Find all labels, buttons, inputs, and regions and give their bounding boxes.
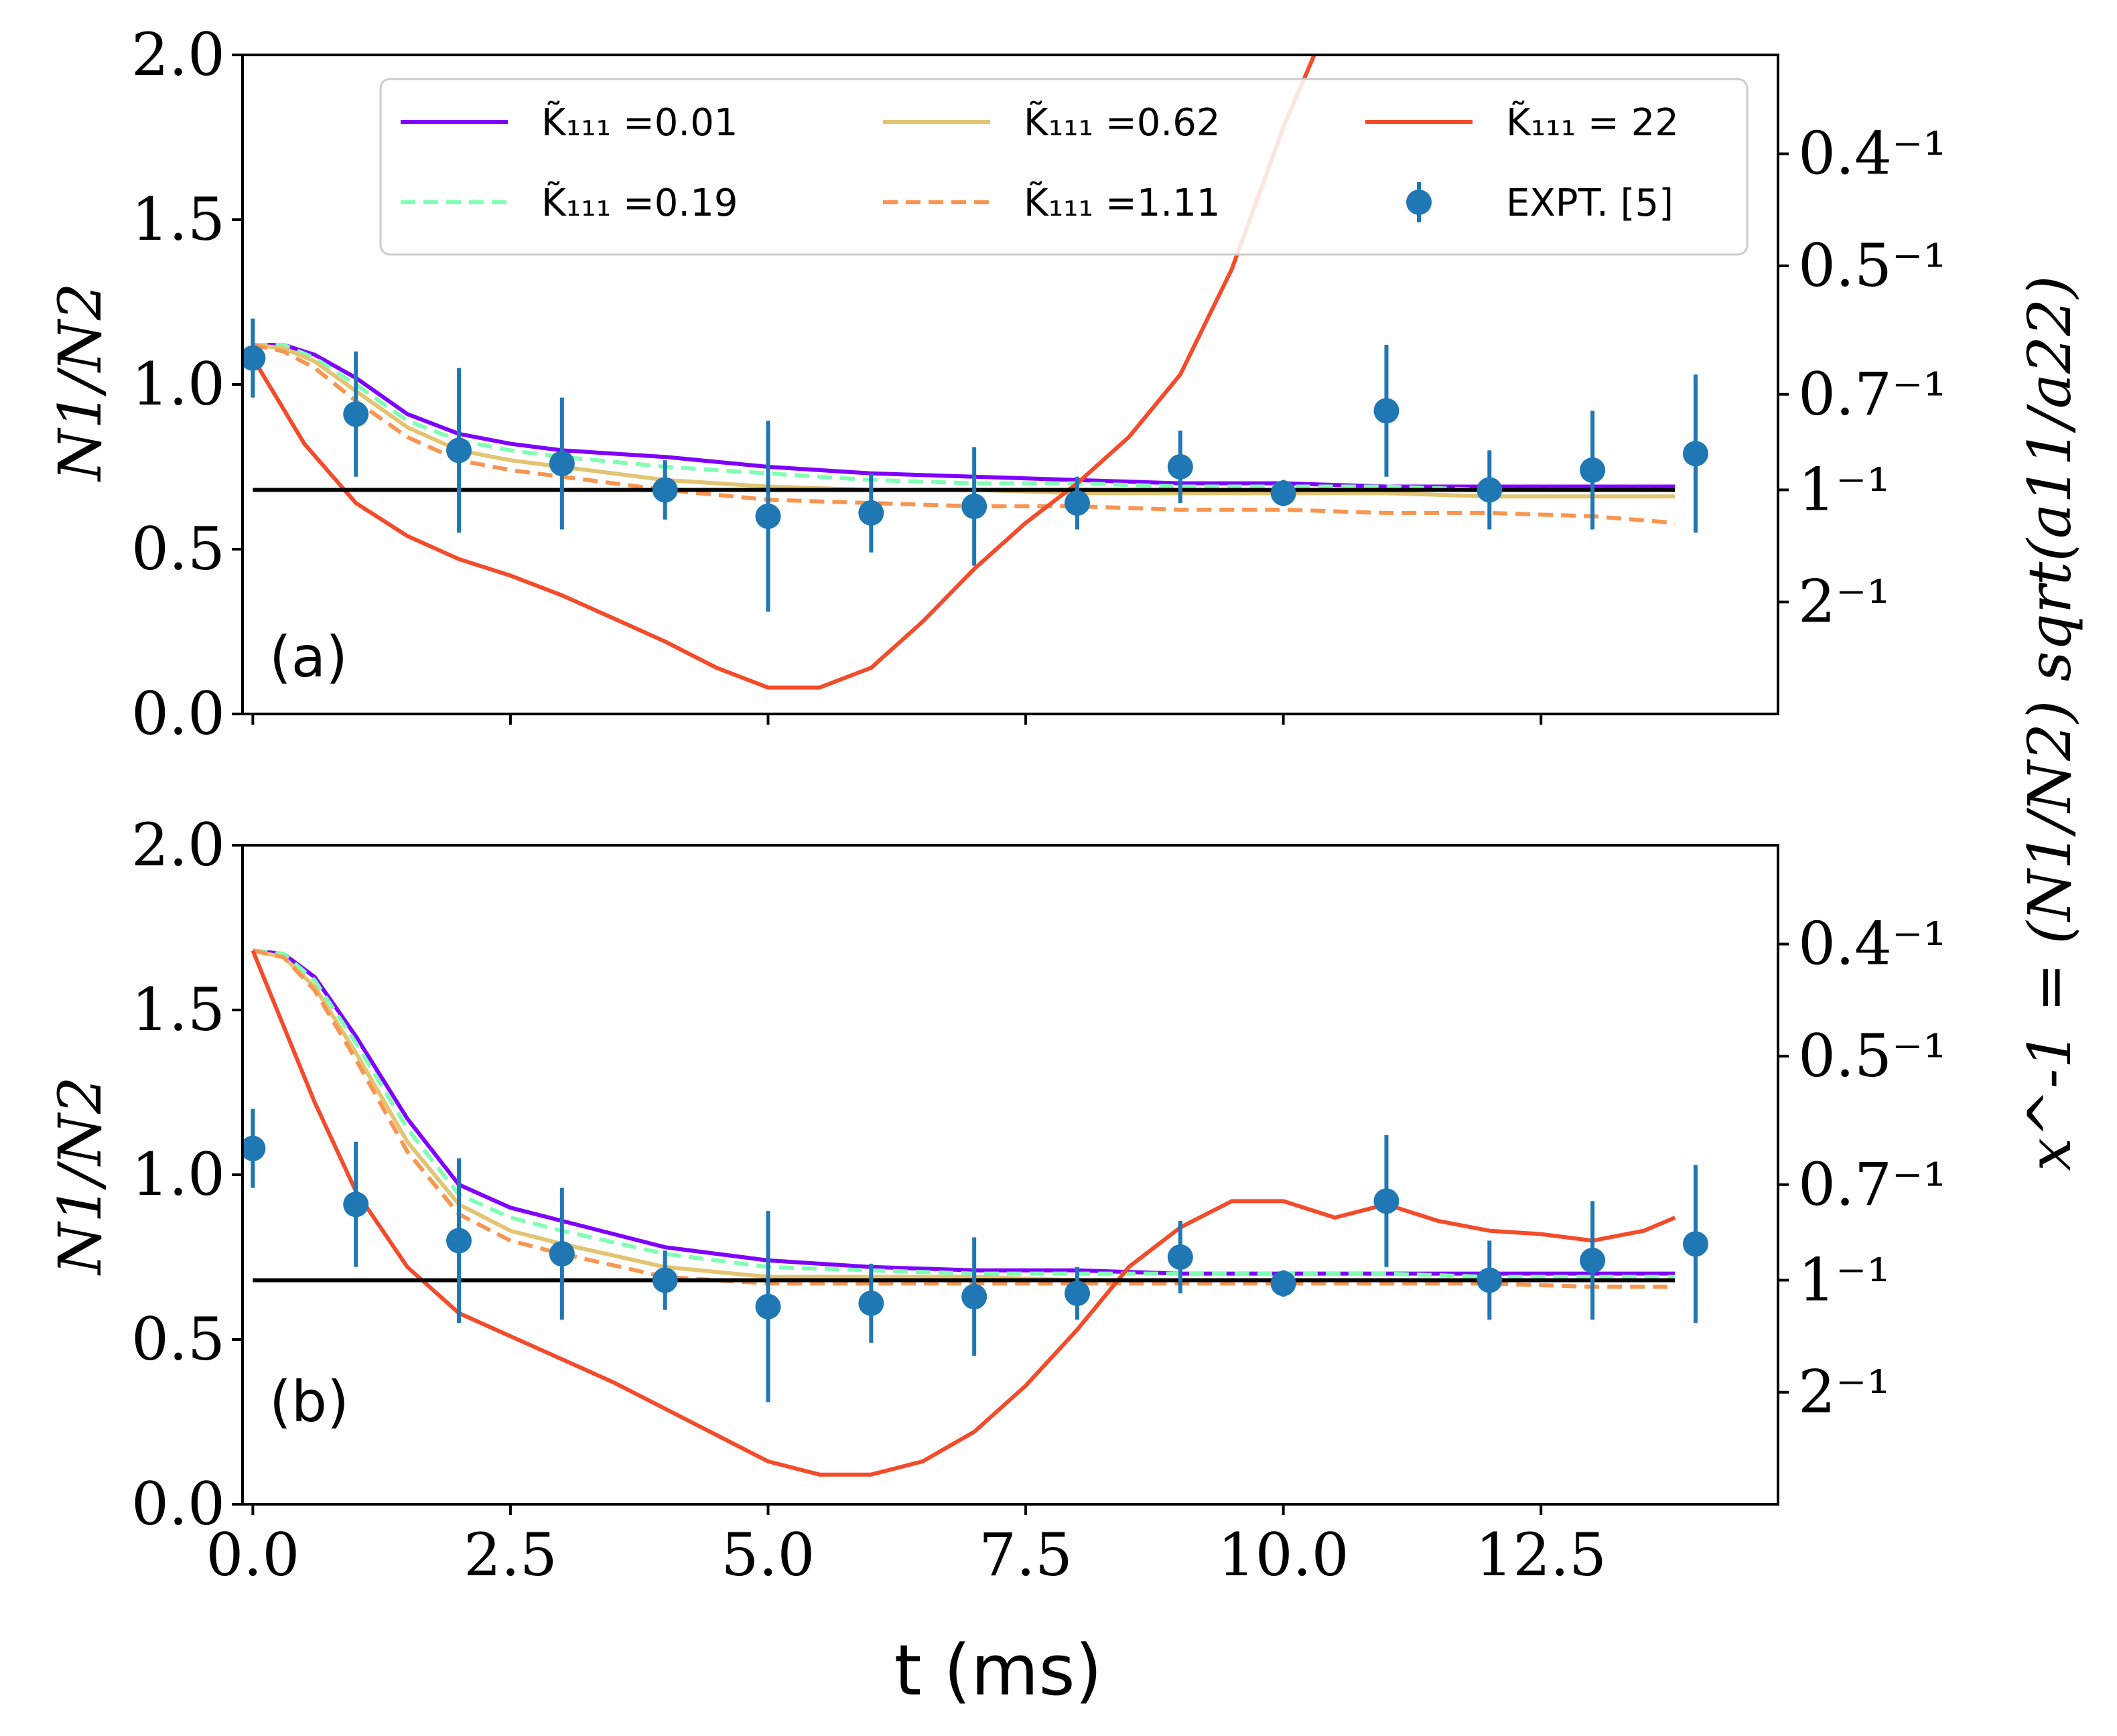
y-tick-label-a-4: 2.0 — [131, 20, 225, 89]
y-tick-label-a-0: 0.0 — [131, 679, 225, 748]
right-tick-label-b-3: 1⁻¹ — [1798, 1245, 1891, 1314]
y-tick-label-b-4: 2.0 — [131, 810, 225, 879]
expt-point-a-9 — [1167, 454, 1193, 480]
expt-point-a-14 — [1682, 441, 1708, 467]
right-tick-label-a-0: 0.4⁻¹ — [1798, 119, 1947, 188]
series-group-a — [243, 55, 1708, 690]
right-tick-label-b-2: 0.7⁻¹ — [1798, 1150, 1947, 1219]
expt-point-a-4 — [652, 477, 678, 503]
y-tick-label-a-3: 1.5 — [131, 185, 225, 254]
right-axis-ticks-b: 0.4⁻¹ 0.5⁻¹ 0.7⁻¹ 1⁻¹ 2⁻¹ — [1778, 910, 1947, 1427]
legend: K̃₁₁₁ =0.01 K̃₁₁₁ =0.19 K̃₁₁₁ =0.62 K̃₁₁₁ =… — [379, 78, 1749, 256]
expt-point-b-9 — [1167, 1244, 1193, 1270]
x-tick-label-5: 12.5 — [1475, 1520, 1607, 1589]
plot-area-a — [243, 55, 1708, 690]
expt-point-a-6 — [858, 500, 884, 526]
series-line-a-0 — [253, 343, 1676, 489]
panel-label-a: (a) — [269, 624, 348, 690]
expt-point-b-12 — [1477, 1267, 1503, 1293]
expt-point-b-10 — [1270, 1271, 1296, 1297]
x-axis-ticks-b: 0.0 2.5 5.0 7.5 10.0 12.5 — [206, 1504, 1607, 1589]
series-line-a-1 — [253, 343, 1676, 492]
panel-b: 0.0 0.5 1.0 1.5 2.0 0.0 2.5 5.0 7.5 10.0 12.5 0.4… — [131, 810, 1947, 1589]
panel-a: 0.0 0.5 1.0 1.5 2.0 0.4⁻¹ 0.5⁻¹ 0.7⁻¹ 1⁻¹ 2⁻¹ (a… — [131, 20, 1947, 748]
expt-point-b-11 — [1373, 1188, 1399, 1214]
expt-point-b-5 — [755, 1293, 781, 1319]
y-tick-label-b-1: 0.5 — [131, 1305, 225, 1374]
right-tick-label-a-3: 1⁻¹ — [1798, 455, 1891, 524]
right-tick-label-a-2: 0.7⁻¹ — [1798, 360, 1947, 429]
legend-label-5: EXPT. [5] — [1506, 182, 1674, 225]
x-tick-label-3: 7.5 — [979, 1520, 1073, 1589]
x-axis-ticks-a — [251, 714, 1543, 725]
expt-point-a-3 — [549, 451, 575, 477]
plot-area-b — [243, 948, 1708, 1477]
y-axis-ticks-a: 0.0 0.5 1.0 1.5 2.0 — [131, 20, 243, 748]
legend-label-2: K̃₁₁₁ =0.62 — [1024, 101, 1220, 145]
right-tick-label-a-1: 0.5⁻¹ — [1798, 231, 1947, 300]
right-tick-label-b-4: 2⁻¹ — [1798, 1358, 1891, 1427]
expt-point-b-8 — [1064, 1281, 1090, 1307]
legend-entries: K̃₁₁₁ =0.01 K̃₁₁₁ =0.19 K̃₁₁₁ =0.62 K̃₁₁₁ =… — [401, 101, 1679, 225]
expt-point-a-10 — [1270, 480, 1296, 506]
expt-point-b-2 — [446, 1228, 472, 1254]
x-tick-label-0: 0.0 — [206, 1520, 299, 1589]
right-tick-label-b-0: 0.4⁻¹ — [1798, 910, 1947, 979]
expt-point-a-13 — [1580, 457, 1606, 483]
panel-label-b: (b) — [269, 1369, 349, 1435]
series-line-a-2 — [253, 343, 1676, 499]
series-line-b-1 — [253, 948, 1676, 1279]
y-axis-ticks-b: 0.0 0.5 1.0 1.5 2.0 — [131, 810, 243, 1538]
legend-label-4: K̃₁₁₁ = 22 — [1506, 101, 1679, 145]
x-tick-label-1: 2.5 — [464, 1520, 557, 1589]
expt-point-a-11 — [1373, 398, 1399, 424]
expt-point-b-0 — [243, 1135, 266, 1161]
y-axis-title-a: N1/N2 — [46, 283, 115, 482]
expt-point-a-2 — [446, 437, 472, 463]
expt-point-b-13 — [1580, 1247, 1606, 1273]
expt-point-a-8 — [1064, 490, 1090, 516]
panel-b-frame — [241, 844, 1779, 1506]
expt-point-b-14 — [1682, 1231, 1708, 1257]
legend-label-3: K̃₁₁₁ =1.11 — [1024, 182, 1220, 225]
legend-label-1: K̃₁₁₁ =0.19 — [541, 182, 738, 225]
series-group-b — [243, 948, 1708, 1477]
right-axis-ticks-a: 0.4⁻¹ 0.5⁻¹ 0.7⁻¹ 1⁻¹ 2⁻¹ — [1778, 119, 1947, 636]
expt-point-b-7 — [961, 1284, 987, 1310]
y-tick-label-b-2: 1.0 — [131, 1140, 225, 1209]
right-tick-label-b-1: 0.5⁻¹ — [1798, 1021, 1947, 1090]
series-line-b-4 — [251, 950, 1676, 1477]
y-tick-label-b-3: 1.5 — [131, 975, 225, 1044]
series-line-a-4 — [251, 55, 1316, 690]
legend-label-0: K̃₁₁₁ =0.01 — [541, 101, 738, 145]
y-tick-label-a-1: 0.5 — [131, 514, 225, 583]
expt-point-a-5 — [755, 503, 781, 529]
expt-point-a-0 — [243, 345, 266, 371]
x-axis-title: t (ms) — [894, 1630, 1102, 1711]
expt-point-a-7 — [961, 494, 987, 520]
y-tick-label-a-2: 1.0 — [131, 350, 225, 419]
expt-point-b-6 — [858, 1290, 884, 1316]
expt-point-b-4 — [652, 1267, 678, 1293]
expt-point-b-1 — [343, 1191, 369, 1218]
expt-point-a-12 — [1477, 477, 1503, 503]
legend-marker-5 — [1406, 190, 1432, 215]
x-tick-label-2: 5.0 — [722, 1520, 815, 1589]
expt-point-a-1 — [343, 401, 369, 427]
y-tick-label-b-0: 0.0 — [131, 1469, 225, 1538]
right-y-axis-title: x^-1 = (N1/N2) sqrt(a11/a22) — [2015, 275, 2084, 1171]
right-tick-label-a-4: 2⁻¹ — [1798, 567, 1891, 636]
y-axis-title-b: N1/N2 — [46, 1076, 115, 1276]
expt-point-b-3 — [549, 1241, 575, 1267]
x-tick-label-4: 10.0 — [1218, 1520, 1349, 1589]
